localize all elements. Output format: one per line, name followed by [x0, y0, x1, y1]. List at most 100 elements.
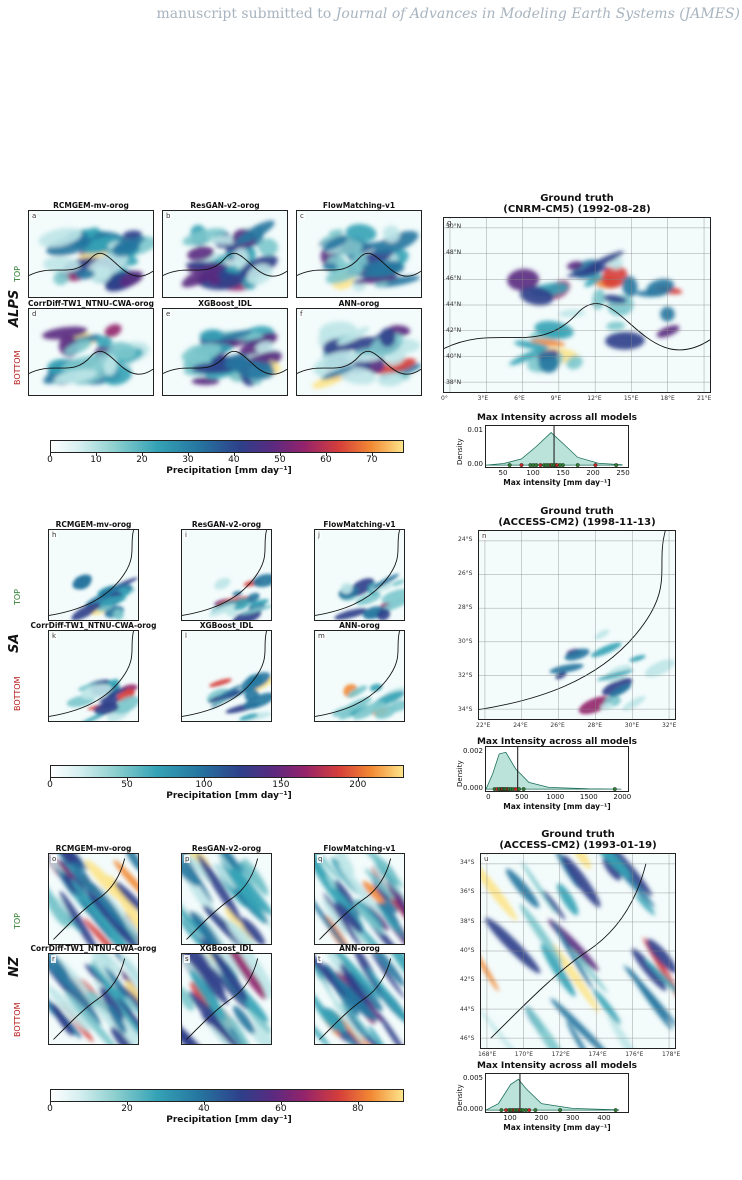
precip-field: [29, 309, 153, 395]
panel-title: ResGAN-v2-orog: [191, 844, 262, 853]
model-panel: d: [28, 308, 154, 396]
kde-xtick-label: 150: [556, 469, 570, 477]
ground-truth-subtitle: (ACCESS-CM2) (1993-01-19): [499, 840, 657, 851]
colorbar-tick-label: 100: [195, 780, 213, 790]
header-journal: Journal of Advances in Modeling Earth Sy…: [335, 6, 740, 22]
kde-ytick-label: 0.00: [467, 460, 483, 468]
lat-tick-label: 34°S: [458, 706, 473, 713]
panel-title: RCMGEM-mv-orog: [53, 201, 129, 210]
colorbar-tick-label: 50: [274, 455, 286, 465]
kde-title: Max Intensity across all models: [476, 413, 638, 423]
panel-title: XGBoost_IDL: [199, 944, 254, 953]
row-label-top: TOP: [13, 912, 22, 929]
panel-title: CorrDiff-TW1_NTNU-CWA-orog: [30, 621, 157, 630]
lat-tick-label: 42°N: [446, 327, 462, 334]
colorbar-tick-label: 80: [352, 1104, 364, 1114]
precip-field: [182, 954, 271, 1044]
panel-letter: o: [51, 855, 58, 863]
lon-tick-label: 170°E: [514, 1051, 534, 1058]
colorbar-tick-label: 0: [47, 455, 53, 465]
colorbar-tick-label: 0: [47, 1104, 53, 1114]
kde-ytick-label: 0.000: [462, 784, 483, 792]
model-panel: l: [181, 630, 272, 722]
colorbar-tick-label: 50: [121, 780, 133, 790]
lat-tick-label: 44°N: [446, 301, 462, 308]
lon-tick-label: 3°E: [477, 395, 489, 402]
precip-colorbar: [50, 440, 404, 453]
kde-xtick-label: 200: [586, 469, 600, 477]
colorbar-tick-label: 20: [136, 455, 148, 465]
colorbar-tick-label: 40: [228, 455, 240, 465]
colorbar-tick-mark: [203, 778, 205, 781]
model-panel: i: [181, 529, 272, 621]
kde-xtick-label: 100: [503, 1114, 517, 1122]
lat-tick-label: 36°S: [460, 888, 475, 896]
panel-letter: g: [446, 219, 453, 227]
ground-truth-title: Ground truth: [540, 193, 614, 204]
kde-model-dot: [507, 463, 512, 467]
lon-tick-label: 28°E: [587, 722, 603, 729]
kde-model-dot: [499, 1108, 504, 1112]
lon-tick-label: 6°E: [514, 395, 525, 402]
lon-tick-label: 18°E: [660, 395, 675, 402]
precip-field: [297, 309, 421, 395]
precip-field: [182, 631, 271, 721]
lat-tick-label: 50°N: [446, 223, 462, 230]
precip-field: [49, 631, 138, 721]
lat-tick-label: 46°N: [446, 275, 462, 282]
colorbar-tick-mark: [95, 453, 97, 456]
panel-letter: i: [184, 531, 188, 539]
kde-ytick-label: 0.000: [462, 1105, 483, 1113]
lon-tick-label: 24°E: [513, 722, 528, 729]
colorbar-label: Precipitation [mm day⁻¹]: [166, 1115, 292, 1125]
row-label-bottom: BOTTOM: [13, 350, 22, 385]
lat-tick-label: 32°S: [458, 672, 473, 679]
model-panel: s: [181, 953, 272, 1045]
kde-title: Max Intensity across all models: [476, 1061, 638, 1071]
lon-tick-label: 26°E: [550, 722, 565, 729]
precip-field: [163, 309, 287, 395]
model-panel: j: [314, 529, 405, 621]
kde-curve: [486, 1078, 620, 1111]
panel-title: CorrDiff-TW1_NTNU-CWA-orog: [28, 299, 154, 308]
panel-title: FlowMatching-v1: [323, 844, 396, 853]
precip-field: [29, 211, 153, 297]
panel-title: ANN-orog: [339, 944, 380, 953]
model-panel: h: [48, 529, 139, 621]
colorbar-tick-mark: [371, 453, 373, 456]
lon-tick-label: 22°E: [476, 722, 491, 729]
colorbar-tick-mark: [280, 778, 282, 781]
kde-model-dot: [613, 1108, 618, 1112]
ground-truth-map: n: [478, 530, 676, 720]
panel-letter: b: [165, 212, 172, 220]
model-panel: c: [296, 210, 422, 298]
panel-letter: h: [51, 531, 58, 539]
lon-tick-label: 168°E: [478, 1051, 497, 1058]
lat-tick-label: 46°S: [460, 1035, 475, 1042]
lon-tick-label: 9°E: [550, 395, 562, 402]
row-label-top: TOP: [13, 588, 22, 605]
kde-model-dot: [612, 787, 617, 791]
panel-letter: j: [317, 531, 321, 539]
precip-colorbar: [50, 765, 404, 778]
panel-letter: l: [184, 632, 188, 640]
kde-model-dot: [521, 787, 526, 791]
precip-field: [182, 530, 271, 620]
lon-tick-label: 12°E: [587, 395, 602, 402]
kde-xtick-label: 500: [515, 793, 529, 801]
model-panel: o: [48, 853, 139, 945]
precip-field: [315, 631, 404, 721]
panel-letter: m: [317, 632, 326, 640]
kde-ytick-label: 0.01: [467, 426, 483, 434]
lat-tick-label: 38°N: [446, 379, 462, 386]
kde-model-dot: [593, 463, 598, 467]
colorbar-tick-label: 40: [198, 1104, 210, 1114]
panel-title: ANN-orog: [339, 621, 380, 630]
row-label-bottom: BOTTOM: [13, 1002, 22, 1037]
ground-truth-map: u: [480, 853, 676, 1049]
region-label: NZ: [7, 956, 22, 977]
panel-letter: a: [31, 212, 38, 220]
model-panel: f: [296, 308, 422, 396]
lon-tick-label: 174°E: [588, 1051, 607, 1058]
lat-tick-label: 40°S: [460, 947, 475, 954]
